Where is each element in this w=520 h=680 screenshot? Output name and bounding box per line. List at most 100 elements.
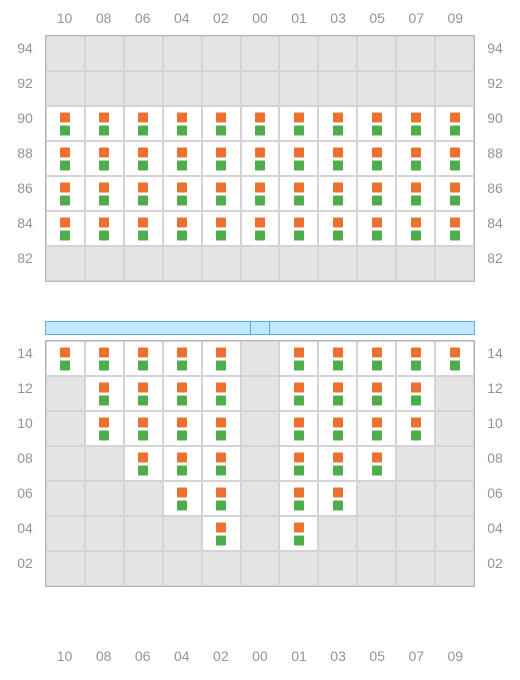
seat-cell[interactable] [163, 376, 202, 411]
seat-cell[interactable] [279, 481, 318, 516]
seat-cell[interactable] [241, 211, 280, 246]
seat-cell[interactable] [279, 376, 318, 411]
orange-marker [138, 112, 148, 122]
seat-cell[interactable] [163, 141, 202, 176]
seat-cell[interactable] [279, 411, 318, 446]
seat-cell[interactable] [318, 141, 357, 176]
seat-cell[interactable] [202, 481, 241, 516]
seat-cell[interactable] [318, 446, 357, 481]
seat-cell[interactable] [357, 211, 396, 246]
seat-cell[interactable] [241, 176, 280, 211]
seat-cell[interactable] [46, 176, 85, 211]
seat-cell[interactable] [396, 411, 435, 446]
row-label: 94 [10, 40, 40, 56]
seat-cell[interactable] [202, 106, 241, 141]
seat-cell[interactable] [85, 211, 124, 246]
seat-cell[interactable] [85, 376, 124, 411]
seat-cell[interactable] [124, 176, 163, 211]
orange-marker [99, 417, 109, 427]
seat-cell[interactable] [202, 376, 241, 411]
seat-cell[interactable] [318, 341, 357, 376]
seat-cell[interactable] [163, 211, 202, 246]
seat-cell[interactable] [357, 106, 396, 141]
seat-cell[interactable] [124, 106, 163, 141]
seat-cell[interactable] [357, 141, 396, 176]
seat-cell[interactable] [396, 376, 435, 411]
seat-cell[interactable] [46, 211, 85, 246]
row-label: 88 [10, 145, 40, 161]
seat-cell[interactable] [202, 446, 241, 481]
seat-cell[interactable] [435, 341, 474, 376]
seat-cell[interactable] [318, 176, 357, 211]
seat-cell[interactable] [46, 141, 85, 176]
seat-cell[interactable] [279, 341, 318, 376]
seat-cell[interactable] [85, 411, 124, 446]
seat-cell[interactable] [124, 446, 163, 481]
column-label: 10 [45, 648, 84, 664]
seat-cell[interactable] [124, 211, 163, 246]
seat-cell[interactable] [435, 141, 474, 176]
seat-cell[interactable] [202, 411, 241, 446]
seat-cell[interactable] [163, 341, 202, 376]
seat-cell[interactable] [357, 411, 396, 446]
seat-cell[interactable] [85, 176, 124, 211]
seat-cell[interactable] [435, 176, 474, 211]
seat-cell[interactable] [396, 106, 435, 141]
seat-cell[interactable] [357, 376, 396, 411]
seat-cell[interactable] [435, 106, 474, 141]
seat-cell[interactable] [357, 446, 396, 481]
row-label: 14 [10, 345, 40, 361]
seat-cell[interactable] [124, 376, 163, 411]
green-marker [333, 465, 343, 475]
green-marker [138, 230, 148, 240]
seat-cell[interactable] [318, 481, 357, 516]
seat-cell[interactable] [318, 376, 357, 411]
seat-cell[interactable] [396, 341, 435, 376]
seat-cell[interactable] [124, 141, 163, 176]
seat-cell[interactable] [85, 341, 124, 376]
seat-cell[interactable] [318, 106, 357, 141]
seat-cell[interactable] [202, 141, 241, 176]
seat-cell[interactable] [357, 176, 396, 211]
empty-cell [241, 516, 280, 551]
seat-cell[interactable] [163, 176, 202, 211]
seat-cell[interactable] [279, 211, 318, 246]
seat-cell[interactable] [202, 516, 241, 551]
seat-cell[interactable] [279, 176, 318, 211]
seat-cell[interactable] [124, 341, 163, 376]
seat-cell[interactable] [85, 106, 124, 141]
seat-cell[interactable] [396, 176, 435, 211]
green-marker [333, 430, 343, 440]
empty-cell [46, 516, 85, 551]
seat-cell[interactable] [163, 446, 202, 481]
seat-cell[interactable] [85, 141, 124, 176]
seat-cell[interactable] [163, 411, 202, 446]
grid-row [46, 211, 474, 246]
orange-marker [411, 417, 421, 427]
empty-cell [241, 376, 280, 411]
marker-stack [60, 112, 70, 135]
seat-cell[interactable] [163, 481, 202, 516]
seat-cell[interactable] [396, 141, 435, 176]
seat-cell[interactable] [202, 176, 241, 211]
seat-cell[interactable] [279, 141, 318, 176]
empty-cell [163, 36, 202, 71]
seat-cell[interactable] [46, 106, 85, 141]
seat-cell[interactable] [279, 446, 318, 481]
marker-stack [372, 452, 382, 475]
seat-cell[interactable] [318, 211, 357, 246]
seat-cell[interactable] [279, 516, 318, 551]
seat-cell[interactable] [396, 211, 435, 246]
seat-cell[interactable] [202, 211, 241, 246]
seat-cell[interactable] [124, 411, 163, 446]
seat-cell[interactable] [241, 106, 280, 141]
seat-cell[interactable] [357, 341, 396, 376]
seat-cell[interactable] [318, 411, 357, 446]
seat-cell[interactable] [202, 341, 241, 376]
seat-cell[interactable] [46, 341, 85, 376]
seat-cell[interactable] [163, 106, 202, 141]
seat-cell[interactable] [279, 106, 318, 141]
seat-cell[interactable] [241, 141, 280, 176]
seat-cell[interactable] [435, 211, 474, 246]
row-label: 12 [10, 380, 40, 396]
